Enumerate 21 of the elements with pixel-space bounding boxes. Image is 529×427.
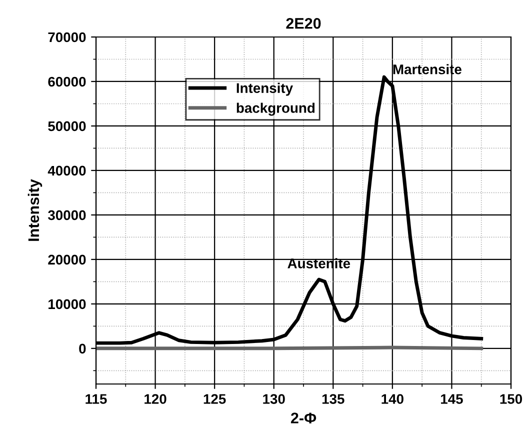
x-axis-title: 2-Φ [290,412,316,424]
y-tick-label: 20000 [48,254,86,265]
x-tick-label: 120 [144,394,166,404]
x-tick-label: 150 [500,394,522,404]
chart-title: 2E20 [286,18,321,29]
y-tick-label: 10000 [48,299,86,310]
y-tick-label: 70000 [48,32,86,42]
legend-label: Intensity [236,82,293,96]
x-tick-label: 115 [86,394,107,404]
x-tick-label: 125 [204,394,226,404]
x-tick-label: 135 [322,394,344,404]
legend-label: background [236,102,315,116]
x-tick-label: 140 [382,394,404,404]
y-tick-label: 50000 [48,121,86,132]
y-tick-label: 0 [79,344,86,354]
y-tick-label: 40000 [48,166,86,176]
y-axis-title: Intensity [28,179,42,241]
x-tick-label: 130 [263,394,285,404]
y-tick-label: 60000 [48,76,86,87]
x-tick-label: 145 [441,394,463,404]
y-tick-label: 30000 [48,210,86,220]
